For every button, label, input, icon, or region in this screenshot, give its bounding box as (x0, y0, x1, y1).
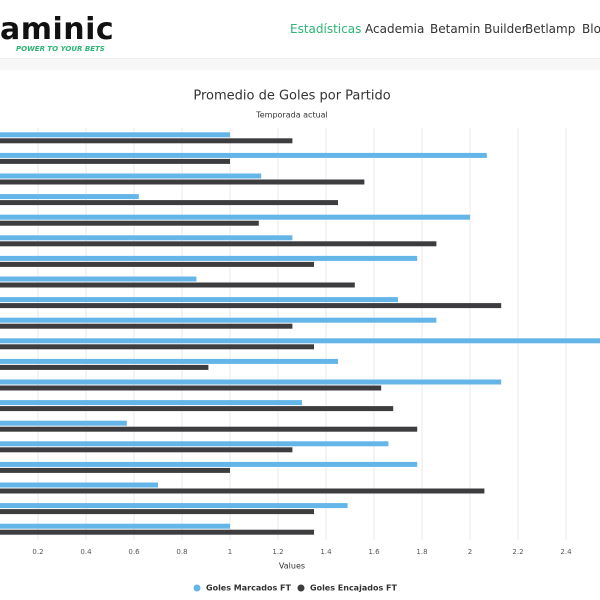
x-tick-label: 0.2 (32, 548, 43, 556)
bar (0, 303, 502, 309)
bar (0, 358, 338, 364)
bar (0, 152, 487, 158)
bar (0, 255, 418, 261)
bar (0, 132, 230, 138)
chart-panel (0, 70, 600, 600)
bar (0, 317, 437, 323)
bar (0, 467, 230, 473)
bar (0, 276, 197, 282)
nav-link[interactable]: Betlamp (525, 22, 576, 36)
bar (0, 529, 314, 535)
bar (0, 461, 418, 467)
bar (0, 261, 314, 267)
legend-label: Goles Encajados FT (310, 584, 397, 593)
tagline: POWER TO YOUR BETS (16, 45, 105, 53)
bar (0, 441, 389, 447)
bar (0, 138, 293, 144)
legend-label: Goles Marcados FT (206, 584, 291, 593)
bar (0, 235, 293, 241)
chart-subtitle: Temporada actual (255, 111, 328, 120)
bar (0, 447, 293, 453)
x-tick-label: 2.4 (560, 548, 572, 556)
legend-marker (193, 584, 201, 592)
bar (0, 200, 338, 206)
bar (0, 282, 355, 288)
bar (0, 194, 139, 200)
x-tick-label: 1.2 (272, 548, 283, 556)
logo[interactable]: aminic (0, 12, 115, 47)
x-tick-label: 1.8 (416, 548, 427, 556)
bar (0, 158, 230, 164)
header: aminic POWER TO YOUR BETS Estadísticas A… (0, 0, 600, 59)
nav-link[interactable]: Betamin Builder (430, 22, 527, 36)
nav-link[interactable]: Blog (582, 22, 600, 36)
bar (0, 523, 230, 529)
bar (0, 220, 259, 226)
x-tick-label: 2 (468, 548, 472, 556)
bar (0, 179, 365, 185)
bar (0, 385, 382, 391)
bar (0, 297, 398, 303)
bar (0, 503, 348, 509)
chart-title: Promedio de Goles por Partido (193, 89, 390, 104)
bar (0, 338, 600, 344)
x-tick-label: 0.6 (128, 548, 140, 556)
x-tick-label: 1.4 (320, 548, 332, 556)
bar (0, 426, 418, 432)
bar (0, 241, 437, 247)
nav-link[interactable]: Academia (365, 22, 425, 36)
bar (0, 364, 209, 370)
legend-marker (297, 584, 305, 592)
bar (0, 214, 470, 220)
x-tick-label: 0.4 (80, 548, 92, 556)
bar (0, 488, 485, 494)
bar (0, 482, 158, 488)
bar (0, 344, 314, 350)
bar (0, 173, 262, 179)
nav-link[interactable]: Estadísticas (290, 22, 362, 36)
x-tick-label: 1 (228, 548, 232, 556)
x-tick-label: 2.2 (512, 548, 523, 556)
x-axis-label: Values (279, 562, 305, 571)
bar (0, 400, 302, 406)
bar (0, 406, 394, 412)
bar (0, 509, 314, 515)
bar (0, 323, 293, 329)
x-tick-label: 0.8 (176, 548, 187, 556)
x-tick-label: 1.6 (368, 548, 380, 556)
bar (0, 420, 127, 426)
bar (0, 379, 502, 385)
